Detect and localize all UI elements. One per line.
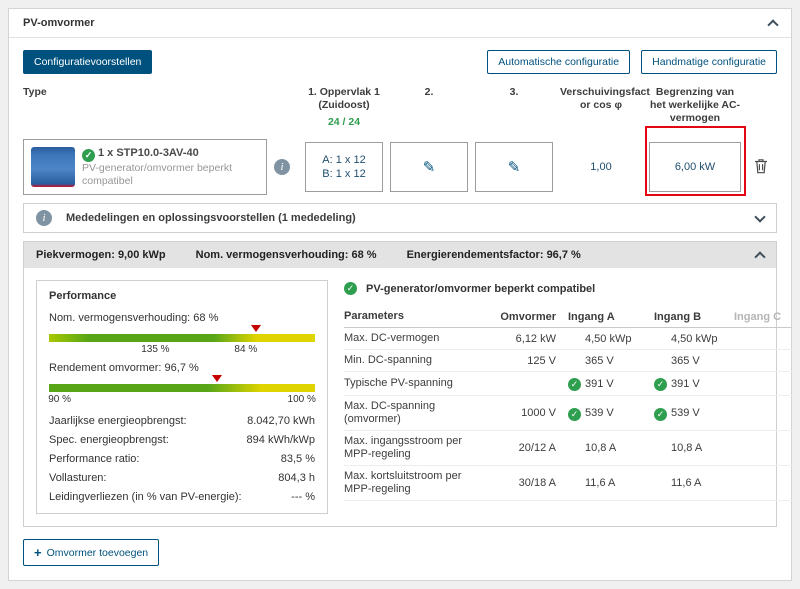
panel-title: PV-omvormer xyxy=(23,17,95,29)
compatibility-panel: ✓ PV-generator/omvormer beperkt compatib… xyxy=(344,280,792,514)
stat-specific-yield: Spec. energieopbrengst:894 kWh/kWp xyxy=(49,431,315,450)
inverter-row: ✓1 x STP10.0-3AV-40 PV-generator/omvorme… xyxy=(23,139,777,195)
table-row: Max. ingangsstroom per MPP-regeling 20/1… xyxy=(344,431,792,466)
gauge-marker xyxy=(251,325,261,332)
stat-full-load-hours: Vollasturen:804,3 h xyxy=(49,469,315,488)
summary-bar[interactable]: Piekvermogen: 9,00 kWp Nom. vermogensver… xyxy=(24,242,776,268)
panel-header[interactable]: PV-omvormer xyxy=(9,9,791,38)
ok-check-icon: ✓ xyxy=(654,378,667,391)
parameters-table: Parameters Omvormer Ingang A Ingang B In… xyxy=(344,306,792,501)
toolbar-right: Automatische configuratie Handmatige con… xyxy=(479,50,777,74)
results-accordion: Piekvermogen: 9,00 kWp Nom. vermogensver… xyxy=(23,241,777,527)
page: PV-omvormer Configuratievoorstellen Auto… xyxy=(0,0,800,589)
config-proposals-button[interactable]: Configuratievoorstellen xyxy=(23,50,152,74)
inverter-image xyxy=(31,147,75,187)
stat-performance-ratio: Performance ratio:83,5 % xyxy=(49,450,315,469)
peak-power: Piekvermogen: 9,00 kWp xyxy=(36,249,166,261)
messages-label: Mededelingen en oplossingsvoorstellen (1… xyxy=(66,212,356,224)
info-icon: i xyxy=(36,210,52,226)
pv-inverter-panel: PV-omvormer Configuratievoorstellen Auto… xyxy=(8,8,792,581)
auto-config-button[interactable]: Automatische configuratie xyxy=(487,50,630,74)
ac-limit-cell[interactable]: 6,00 kW xyxy=(649,142,741,192)
compatible-check-icon: ✓ xyxy=(82,149,95,162)
ok-check-icon: ✓ xyxy=(568,408,581,421)
info-icon[interactable]: i xyxy=(274,159,290,175)
efficiency-gauge: 90 % 100 % xyxy=(49,384,315,392)
ok-check-icon: ✓ xyxy=(654,408,667,421)
add-inverter-button[interactable]: + Omvormer toevoegen xyxy=(23,539,159,566)
panel-body: Configuratievoorstellen Automatische con… xyxy=(9,38,791,580)
cos-phi-value[interactable]: 1,00 xyxy=(560,161,642,173)
col-header-3: 3. xyxy=(475,86,553,99)
chevron-up-icon[interactable] xyxy=(754,251,765,262)
toolbar: Configuratievoorstellen Automatische con… xyxy=(23,50,777,74)
plus-icon: + xyxy=(34,545,42,560)
string-b: B: 1 x 12 xyxy=(322,168,365,180)
col-header-type: Type xyxy=(23,86,267,99)
col-header-cosphi: Verschuivingsfact or cos φ xyxy=(560,86,642,112)
power-ratio: Nom. vermogensverhouding: 68 % xyxy=(196,249,377,261)
delete-inverter-button[interactable] xyxy=(748,158,774,177)
table-header-row: Type 1. Oppervlak 1 (Zuidoost) 24 / 24 2… xyxy=(23,86,777,129)
col-header-2: 2. xyxy=(390,86,468,99)
inverter-text: ✓1 x STP10.0-3AV-40 PV-generator/omvorme… xyxy=(82,147,259,188)
gauge-tick: 90 % xyxy=(48,394,71,405)
surface3-edit-cell[interactable]: ✎ xyxy=(475,142,553,192)
gauge-tick: 84 % xyxy=(234,344,257,355)
surface2-edit-cell[interactable]: ✎ xyxy=(390,142,468,192)
trash-icon xyxy=(754,158,768,177)
gauge-tick: 100 % xyxy=(288,394,316,405)
surface-strings-cell[interactable]: A: 1 x 12 B: 1 x 12 xyxy=(305,142,383,192)
col-header-surface: 1. Oppervlak 1 (Zuidoost) 24 / 24 xyxy=(305,86,383,129)
power-ratio-bar-label: Nom. vermogensverhouding: 68 % xyxy=(49,312,315,324)
surface-module-count: 24 / 24 xyxy=(305,116,383,129)
parameters-header-row: Parameters Omvormer Ingang A Ingang B In… xyxy=(344,306,792,328)
table-row: Max. DC-spanning (omvormer) 1000 V ✓539 … xyxy=(344,396,792,431)
performance-panel: Performance Nom. vermogensverhouding: 68… xyxy=(36,280,328,514)
table-row: Typische PV-spanning ✓391 V ✓391 V xyxy=(344,372,792,396)
chevron-up-icon[interactable] xyxy=(767,19,778,30)
compatibility-heading: ✓ PV-generator/omvormer beperkt compatib… xyxy=(344,282,792,296)
compatible-check-icon: ✓ xyxy=(344,282,357,295)
power-ratio-gauge: 135 % 84 % xyxy=(49,334,315,342)
ac-limit-value: 6,00 kW xyxy=(675,161,715,173)
pencil-icon: ✎ xyxy=(508,158,521,176)
performance-title: Performance xyxy=(49,290,315,302)
pencil-icon: ✎ xyxy=(423,158,436,176)
stat-line-losses: Leidingverliezen (in % van PV-energie):-… xyxy=(49,488,315,507)
table-row: Min. DC-spanning 125 V 365 V 365 V xyxy=(344,350,792,372)
manual-config-button[interactable]: Handmatige configuratie xyxy=(641,50,777,74)
chevron-down-icon[interactable] xyxy=(754,211,765,222)
inverter-name: ✓1 x STP10.0-3AV-40 xyxy=(82,147,259,162)
inverter-type-cell[interactable]: ✓1 x STP10.0-3AV-40 PV-generator/omvorme… xyxy=(23,139,267,195)
table-row: Max. DC-vermogen 6,12 kW 4,50 kWp 4,50 k… xyxy=(344,328,792,350)
energy-efficiency: Energierendementsfactor: 96,7 % xyxy=(407,249,581,261)
table-row: Max. kortsluitstroom per MPP-regeling 30… xyxy=(344,466,792,501)
string-a: A: 1 x 12 xyxy=(322,154,365,166)
gauge-marker xyxy=(212,375,222,382)
gauge-tick: 135 % xyxy=(141,344,169,355)
inverter-status: PV-generator/omvormer beperkt compatibel xyxy=(82,162,259,188)
efficiency-bar-label: Rendement omvormer: 96,7 % xyxy=(49,362,315,374)
col-header-ac-limit: Begrenzing van het werkelijke AC- vermog… xyxy=(649,86,741,125)
footer: + Omvormer toevoegen xyxy=(23,527,777,570)
stat-annual-yield: Jaarlijkse energieopbrengst:8.042,70 kWh xyxy=(49,412,315,431)
ok-check-icon: ✓ xyxy=(568,378,581,391)
messages-bar[interactable]: i Mededelingen en oplossingsvoorstellen … xyxy=(23,203,777,233)
detail-section: Performance Nom. vermogensverhouding: 68… xyxy=(24,268,776,526)
